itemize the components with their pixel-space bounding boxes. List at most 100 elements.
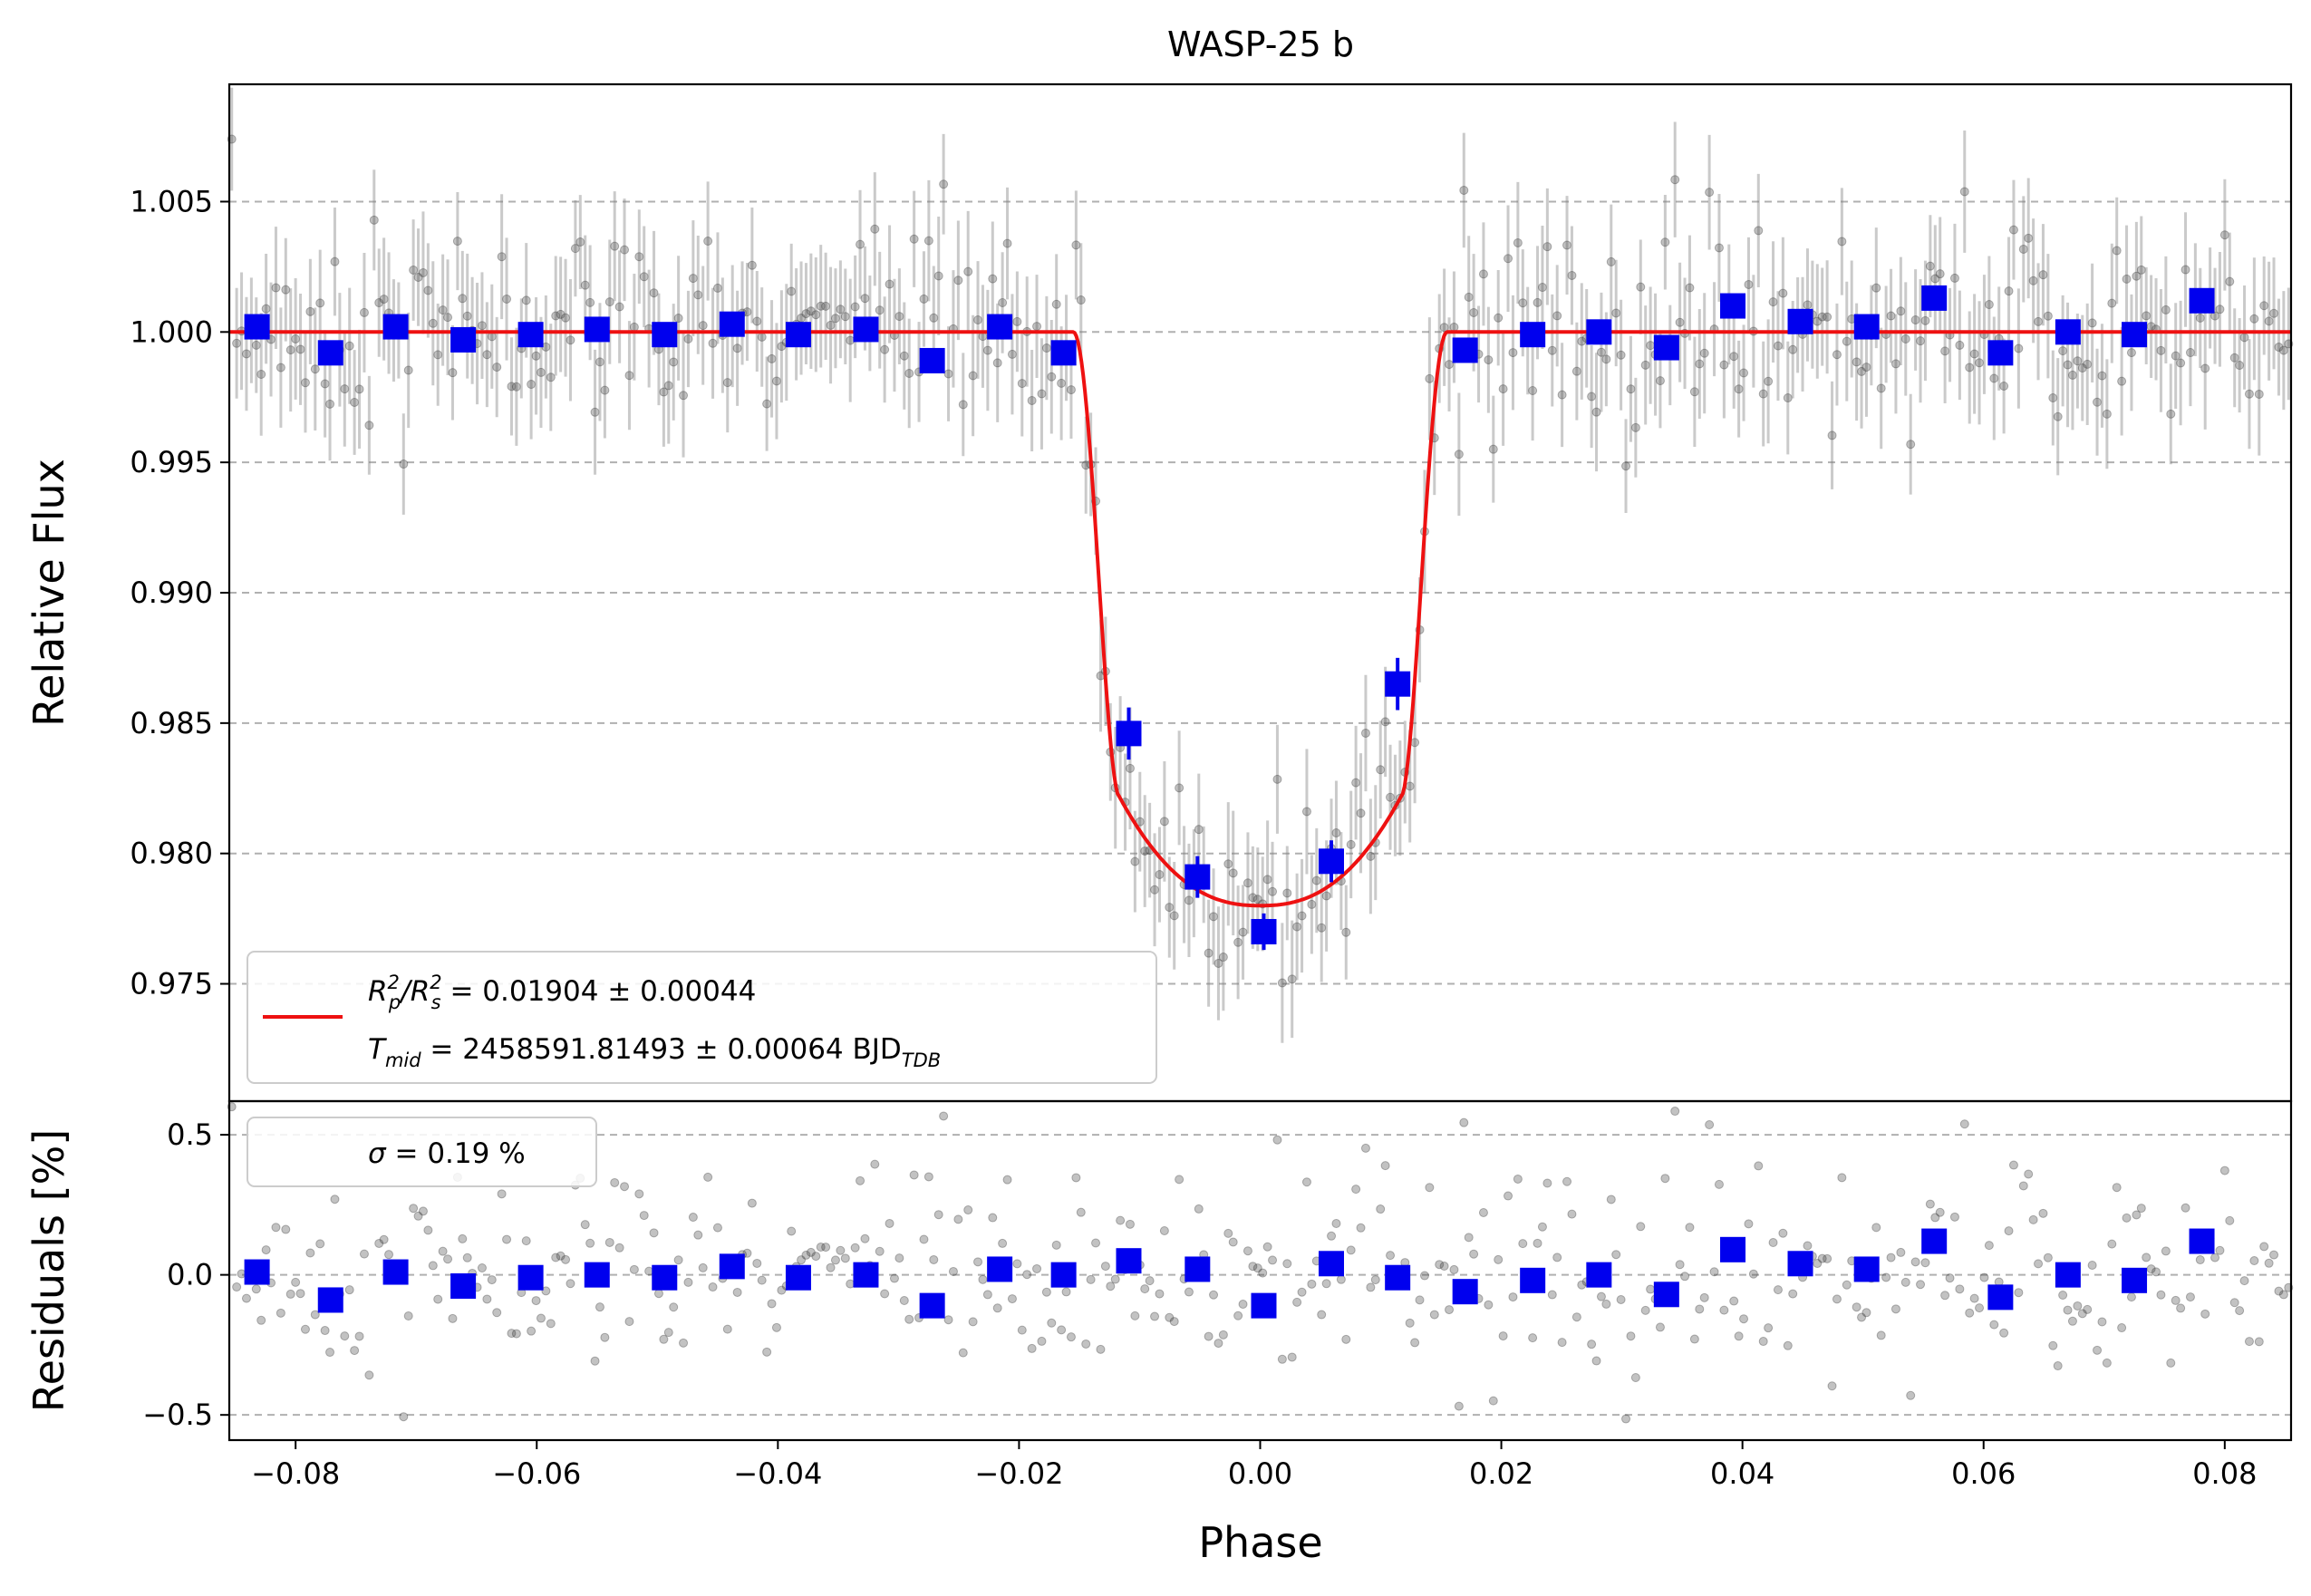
residual-point (1621, 1414, 1631, 1424)
raw-point (1155, 870, 1165, 880)
raw-point (1842, 336, 1852, 346)
raw-point (2008, 225, 2018, 235)
raw-point (894, 312, 904, 322)
raw-point (2200, 363, 2210, 373)
raw-point (1165, 903, 1175, 913)
residual-point (271, 1223, 281, 1233)
residual-point (1685, 1223, 1695, 1233)
binned-residual (1853, 1256, 1880, 1282)
residual-point (2176, 1303, 2186, 1313)
raw-point (821, 301, 831, 311)
raw-point (1984, 300, 1994, 310)
residual-point (310, 1310, 320, 1320)
residual-point (1351, 1185, 1361, 1195)
residual-point (2171, 1295, 2180, 1305)
raw-point (1425, 373, 1435, 383)
x-tick-label: 0.00 (1228, 1456, 1292, 1491)
raw-point (1773, 341, 1783, 351)
raw-point (1969, 349, 1979, 359)
raw-point (1832, 350, 1842, 360)
raw-point (433, 350, 443, 360)
residual-point (2244, 1337, 2254, 1347)
residual-point (2083, 1304, 2093, 1314)
residual-point (403, 1311, 413, 1320)
raw-point (580, 280, 590, 290)
residual-point (620, 1182, 630, 1192)
legend-tdb-sub: TDB (902, 1049, 941, 1071)
residual-point (295, 1289, 305, 1299)
residual-point (1410, 1338, 1420, 1348)
raw-point (2259, 301, 2269, 311)
residual-point (1989, 1320, 1999, 1330)
raw-point (1223, 859, 1233, 869)
residual-point (1041, 1287, 1051, 1297)
residual-point (374, 1238, 384, 1248)
raw-point (1228, 868, 1238, 878)
residual-point (1714, 1179, 1724, 1189)
raw-point (1591, 407, 1601, 417)
legend-slash: / (398, 975, 413, 1008)
residual-point (507, 1329, 517, 1339)
raw-point (1508, 348, 1518, 358)
raw-point (1209, 912, 1219, 922)
binned-point (853, 316, 879, 343)
binned-point (1385, 671, 1411, 697)
binned-point (1116, 721, 1142, 747)
raw-point (507, 382, 517, 392)
raw-point (992, 358, 1002, 368)
binned-residual (584, 1262, 610, 1288)
residual-point (1125, 1219, 1135, 1229)
raw-point (551, 311, 561, 321)
residual-point (1959, 1119, 1969, 1129)
raw-point (1057, 378, 1067, 388)
residual-point (708, 1282, 718, 1292)
residual-point (1081, 1339, 1091, 1349)
residual-point (722, 1324, 732, 1334)
binned-point (584, 316, 610, 343)
raw-point (1949, 273, 1959, 283)
raw-point (1341, 927, 1351, 937)
top-y-ticks: 0.975 0.980 0.985 0.990 0.995 1.000 1.005 (130, 184, 229, 1001)
residual-point (2043, 1253, 2053, 1262)
residual-point (1169, 1317, 1179, 1327)
residual-point (1327, 1231, 1337, 1241)
residual-point (653, 1289, 663, 1299)
residual-point (1803, 1241, 1813, 1251)
binned-point (1586, 319, 1612, 345)
raw-point (428, 318, 438, 328)
residual-legend: σ = 0.19 % (247, 1117, 597, 1187)
raw-point (801, 309, 811, 319)
residual-point (1813, 1259, 1823, 1269)
binned-point (244, 314, 270, 340)
raw-point (1876, 383, 1886, 393)
raw-point (1965, 363, 1975, 372)
raw-point (1469, 307, 1479, 317)
raw-point (1301, 807, 1311, 817)
raw-point (1930, 274, 1940, 284)
residual-point (1552, 1253, 1562, 1262)
residual-point (1214, 1339, 1223, 1349)
chart-title: WASP-25 b (1167, 24, 1354, 64)
raw-point (590, 407, 600, 417)
raw-point (2278, 345, 2288, 355)
residual-point (1984, 1241, 1994, 1251)
raw-point (2161, 305, 2171, 314)
raw-point (899, 351, 909, 361)
raw-point (1518, 298, 1528, 308)
residual-point (1301, 1177, 1311, 1187)
binned-residual (244, 1259, 270, 1285)
raw-point (1729, 352, 1739, 362)
raw-point (477, 321, 487, 331)
residual-point (438, 1246, 448, 1256)
residuals-panel: −0.5 0.0 0.5 −0.08 −0.06 −0.04 −0.02 0.00 0.02 0… (24, 1099, 2294, 1567)
raw-point (1557, 390, 1567, 400)
residual-point (1754, 1161, 1764, 1171)
raw-point (1552, 311, 1562, 321)
residual-point (256, 1315, 266, 1325)
raw-point (2244, 389, 2254, 399)
residual-points (227, 1102, 2294, 1424)
residual-point (1739, 1314, 1749, 1324)
residual-point (2239, 1276, 2249, 1286)
binned-point (719, 311, 745, 337)
raw-point (1699, 348, 1709, 358)
